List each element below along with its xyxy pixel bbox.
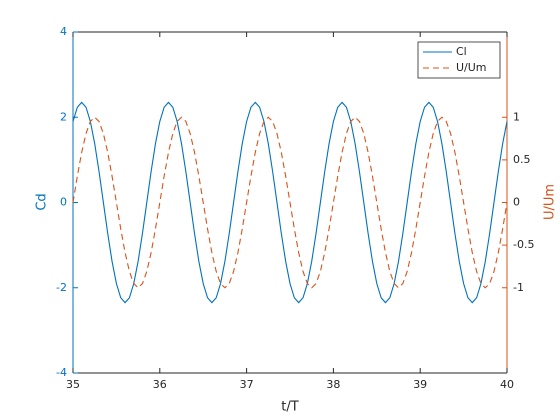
x-tick-label: 36	[153, 378, 167, 391]
y-tick-label: 0	[60, 196, 67, 209]
legend-label: Cl	[456, 45, 467, 58]
x-tick-label: 38	[326, 378, 340, 391]
y-tick-label: -2	[56, 281, 67, 294]
y-tick-label: -4	[56, 366, 67, 379]
y2-tick-label: 0	[513, 196, 520, 209]
y-axis-label: Cd	[35, 193, 50, 210]
x-axis-label: t/T	[281, 400, 298, 415]
x-tick-label: 35	[66, 378, 80, 391]
legend-label: U/Um	[456, 61, 487, 74]
legend-box	[417, 41, 501, 79]
x-tick-label: 39	[413, 378, 427, 391]
y-tick-label: 2	[60, 110, 67, 123]
series-line	[72, 116, 508, 289]
y2-tick-label: -1	[513, 281, 524, 294]
y2-tick-label: 1	[513, 110, 520, 123]
x-tick-label: 40	[500, 378, 514, 391]
y2-tick-label: -0.5	[513, 238, 534, 251]
y-tick-label: 4	[60, 25, 67, 38]
x-tick-label: 37	[240, 378, 254, 391]
y2-axis-label: U/Um	[543, 184, 558, 220]
series-line	[72, 101, 508, 304]
y2-tick-label: 0.5	[513, 153, 531, 166]
